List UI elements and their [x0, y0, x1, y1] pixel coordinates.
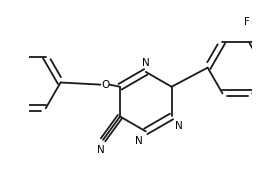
Text: N: N [142, 58, 150, 68]
Text: O: O [101, 80, 109, 90]
Text: N: N [175, 121, 182, 131]
Text: N: N [97, 145, 105, 155]
Text: N: N [135, 136, 143, 146]
Text: F: F [244, 17, 250, 27]
